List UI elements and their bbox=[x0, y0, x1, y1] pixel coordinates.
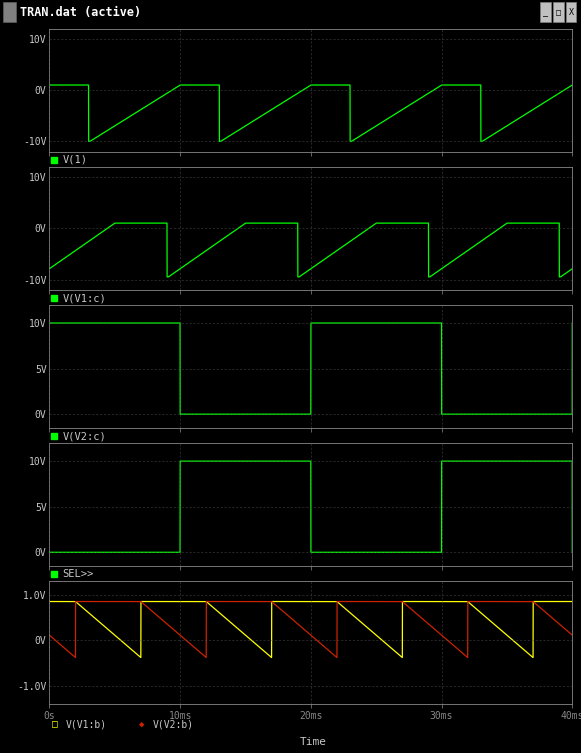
Text: Time: Time bbox=[300, 737, 327, 748]
Text: V(V1:b): V(V1:b) bbox=[66, 719, 107, 730]
Text: TRAN.dat (active): TRAN.dat (active) bbox=[20, 6, 141, 19]
Bar bbox=[3, 2, 16, 23]
Bar bbox=[540, 2, 551, 23]
Text: _: _ bbox=[543, 8, 548, 17]
Text: SEL>>: SEL>> bbox=[63, 569, 94, 579]
Text: □: □ bbox=[52, 719, 58, 730]
Bar bbox=[566, 2, 576, 23]
Bar bbox=[553, 2, 564, 23]
Text: X: X bbox=[569, 8, 573, 17]
Text: ◆: ◆ bbox=[139, 720, 145, 729]
Text: V(V2:c): V(V2:c) bbox=[63, 431, 106, 441]
Text: V(1): V(1) bbox=[63, 155, 88, 165]
Text: V(V1:c): V(V1:c) bbox=[63, 293, 106, 303]
Text: □: □ bbox=[556, 8, 561, 17]
Text: V(V2:b): V(V2:b) bbox=[153, 719, 194, 730]
